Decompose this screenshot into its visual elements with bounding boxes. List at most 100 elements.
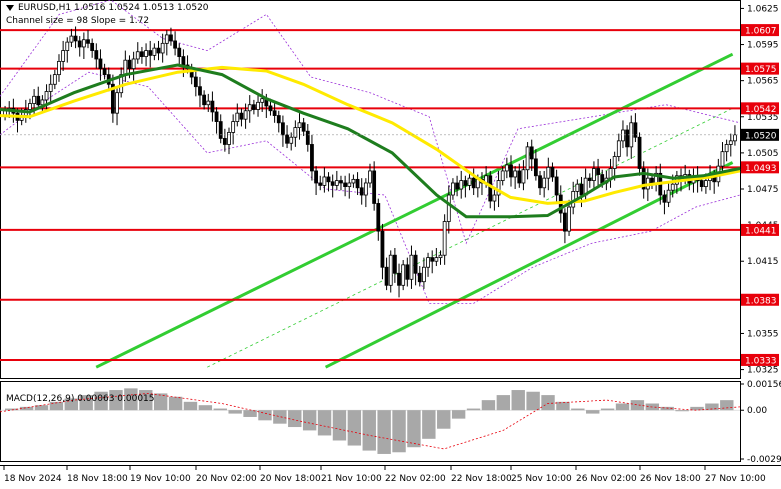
candle-body	[546, 166, 551, 179]
candle-body	[123, 59, 128, 76]
candle-body	[81, 39, 86, 48]
candle-body	[550, 166, 555, 178]
candle-body	[297, 122, 302, 129]
candle-body	[720, 151, 725, 167]
y-tick-label: 1.0535	[747, 113, 779, 123]
macd-histogram-bar	[347, 410, 362, 446]
candle-body	[57, 60, 61, 76]
macd-histogram-bar	[153, 393, 168, 411]
candle-body	[94, 50, 99, 60]
candle-body	[276, 115, 281, 124]
candle-body	[156, 47, 161, 54]
level-price-label: 1.0607	[745, 27, 777, 37]
macd-histogram-bar	[675, 410, 689, 412]
candle-body	[202, 94, 207, 106]
macd-histogram-bar	[392, 410, 406, 453]
candle-body	[504, 164, 509, 172]
macd-histogram-bar	[302, 410, 317, 431]
candle-body	[637, 136, 642, 169]
candle-body	[384, 266, 389, 286]
y-tick-label: 1.0355	[747, 329, 779, 339]
macd-histogram-bar	[422, 410, 436, 439]
level-price-label: 1.0383	[745, 296, 777, 306]
x-tick-label: 26 Nov 18:00	[640, 474, 701, 484]
dropdown-triangle-icon[interactable]	[6, 4, 14, 11]
candle-body	[206, 100, 211, 106]
current-price-box	[741, 128, 779, 141]
candle-body	[621, 129, 625, 142]
candle-body	[256, 101, 260, 110]
candle-body	[193, 76, 198, 88]
channel-upper-line	[95, 52, 734, 369]
level-price-label: 1.0493	[745, 164, 777, 174]
candle-body	[463, 180, 468, 186]
candle-body	[198, 86, 202, 96]
macd-histogram-bar	[437, 410, 451, 429]
candle-body	[222, 138, 227, 145]
candle-body	[351, 178, 356, 184]
level-price-box	[741, 161, 779, 174]
candle-body	[359, 187, 364, 196]
candle-body	[218, 121, 223, 139]
candle-body	[355, 178, 360, 189]
candle-body	[563, 212, 567, 232]
candle-body	[98, 58, 103, 70]
candle-body	[492, 194, 497, 202]
candle-body	[509, 164, 513, 178]
candle-body	[169, 34, 173, 42]
candle-body	[285, 134, 289, 144]
candle-body	[376, 203, 381, 232]
candle-body	[40, 99, 45, 106]
level-price-label: 1.0333	[745, 356, 777, 366]
y-tick-label: 1.0475	[747, 185, 779, 195]
candle-body	[625, 129, 630, 148]
macd-histogram-bar	[213, 408, 227, 411]
candle-body	[529, 146, 534, 160]
candle-body	[251, 104, 256, 110]
macd-histogram-bar	[79, 395, 93, 411]
candle-body	[380, 230, 385, 268]
candle-body	[272, 110, 277, 116]
candle-body	[347, 182, 352, 187]
candle-body	[322, 176, 327, 186]
candle-body	[210, 100, 215, 113]
candle-body	[102, 68, 107, 76]
candle-body	[69, 35, 74, 43]
candle-body	[343, 182, 348, 187]
macd-histogram-bar	[511, 390, 525, 411]
macd-histogram-bar	[556, 401, 570, 411]
level-price-box	[741, 62, 779, 75]
x-tick-label: 18 Nov 2024	[4, 474, 62, 484]
macd-histogram-bar	[466, 408, 481, 411]
candle-body	[608, 168, 613, 179]
candle-body	[703, 180, 708, 187]
candle-body	[372, 170, 377, 204]
level-price-box	[741, 223, 779, 236]
macd-histogram-bar	[571, 408, 585, 411]
candle-body	[227, 132, 231, 145]
candle-body	[135, 51, 140, 60]
level-price-label: 1.0542	[745, 105, 777, 115]
channel-info: Channel size = 98 Slope = 1.72	[6, 16, 150, 26]
x-tick-label: 27 Nov 10:00	[705, 474, 766, 484]
candle-body	[513, 170, 518, 178]
candle-body	[86, 39, 90, 44]
candle-body	[363, 182, 368, 196]
candle-body	[409, 254, 414, 280]
candle-body	[164, 34, 169, 44]
macd-histogram-bar	[19, 406, 34, 411]
candle-body	[500, 170, 505, 181]
candle-body	[115, 92, 119, 114]
level-price-box	[741, 24, 779, 37]
candle-body	[334, 180, 339, 186]
candle-body	[666, 189, 671, 203]
x-tick-label: 22 Nov 18:00	[451, 474, 512, 484]
candle-body	[417, 272, 422, 283]
candle-body	[231, 121, 236, 133]
macd-histogram-bar	[615, 403, 630, 411]
candle-body	[73, 35, 78, 42]
macd-histogram-bar	[243, 410, 257, 417]
y-tick-label: 1.0325	[747, 366, 779, 376]
candle-body	[517, 170, 522, 184]
y-tick-label: 1.0565	[747, 77, 779, 87]
